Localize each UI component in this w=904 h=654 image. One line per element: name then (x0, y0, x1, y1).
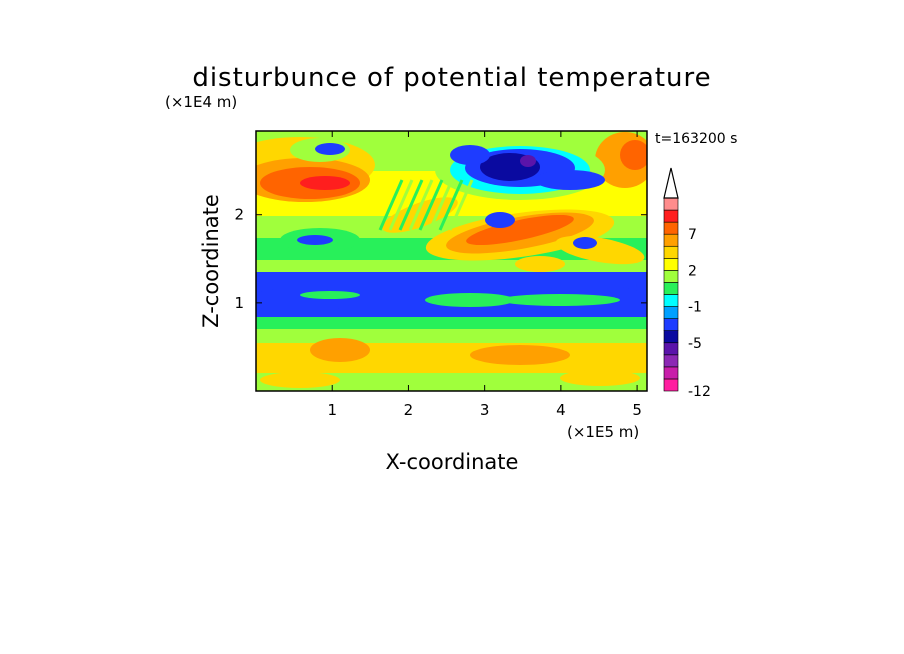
colorbar-extend-arrow (663, 167, 679, 199)
colorbar-segment (663, 233, 679, 247)
x-axis: 1 2 3 4 5 (327, 131, 642, 419)
contour-patch (515, 256, 565, 272)
contour-patch (315, 143, 345, 155)
contour-patch (425, 293, 515, 307)
contour-patch (260, 372, 340, 388)
colorbar-segment (663, 245, 679, 259)
colorbar-tick-label: -5 (688, 336, 702, 352)
colorbar-segment (663, 378, 679, 392)
colorbar-segment (663, 209, 679, 223)
contour-patch (450, 145, 490, 165)
colorbar-segment (663, 342, 679, 356)
contour-patch (560, 370, 640, 386)
wave-streak (448, 179, 474, 231)
contour-patch (466, 214, 574, 246)
colorbar-segment (663, 294, 679, 307)
y-tick-label: 2 (234, 206, 244, 224)
colorbar-segment (663, 354, 679, 368)
colorbar-segment (663, 306, 679, 319)
time-label: t=163200 s (655, 131, 737, 147)
x-tick-label: 3 (480, 401, 490, 419)
contour-patch (500, 294, 620, 306)
contour-patch (520, 155, 536, 167)
colorbar-segment (663, 318, 679, 331)
colorbar-tick-label: 7 (688, 227, 697, 243)
wave-streak (398, 179, 424, 231)
contour-patch (297, 235, 333, 245)
plot-frame (255, 130, 648, 392)
x-tick-label: 5 (632, 401, 642, 419)
wave-streak (428, 179, 454, 231)
colorbar-segment (663, 270, 679, 283)
wave-streak (378, 179, 404, 231)
y-axis-label: Z-coordinate (199, 194, 223, 328)
wave-streak (388, 179, 414, 231)
contour-patch (300, 291, 360, 299)
contour-band (256, 373, 647, 391)
contour-patch (535, 170, 605, 190)
contour-patch (310, 338, 370, 362)
colorbar-segment (663, 282, 679, 295)
colorbar-segment (663, 258, 679, 271)
colorbar: -12-5-127 (663, 167, 711, 400)
y-unit-label: (×1E4 m) (165, 93, 237, 111)
colorbar-tick-label: -12 (688, 384, 711, 400)
contour-patch (620, 140, 647, 170)
colorbar-tick-label: -1 (688, 300, 702, 316)
wave-streak (418, 179, 444, 231)
contour-band (256, 329, 647, 343)
colorbar-segment (663, 366, 679, 380)
y-axis: 12 (234, 206, 647, 312)
wave-streak (408, 179, 434, 231)
x-tick-label: 1 (327, 401, 337, 419)
contour-patch (300, 176, 350, 190)
wave-streak (438, 179, 464, 231)
chart-title: disturbunce of potential temperature (192, 63, 711, 93)
y-tick-label: 1 (234, 294, 244, 312)
x-tick-label: 4 (556, 401, 566, 419)
colorbar-segment (663, 197, 679, 211)
contour-field (256, 131, 647, 391)
x-axis-label: X-coordinate (386, 450, 519, 474)
x-unit-label: (×1E5 m) (567, 423, 639, 441)
colorbar-segment (663, 330, 679, 344)
contour-band (256, 317, 647, 329)
contour-patch (573, 237, 597, 249)
colorbar-segment (663, 221, 679, 235)
contour-patch (470, 345, 570, 365)
x-tick-label: 2 (404, 401, 414, 419)
contour-patch (485, 212, 515, 228)
colorbar-tick-label: 2 (688, 263, 697, 279)
